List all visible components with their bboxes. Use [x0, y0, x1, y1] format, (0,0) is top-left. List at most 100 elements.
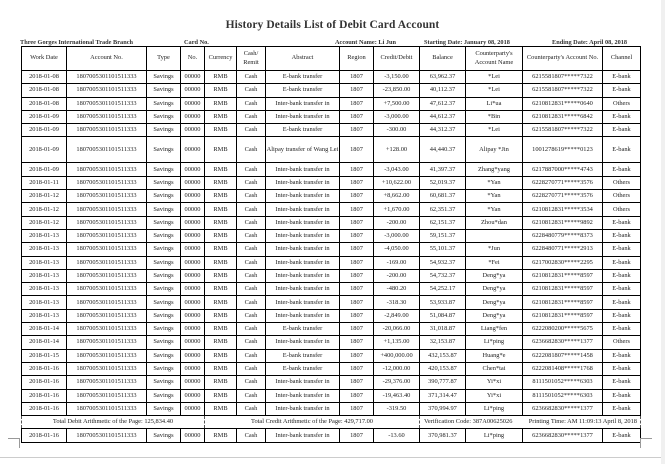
- cell-account-no: 1807005301101511333: [66, 109, 147, 125]
- cell-counterparty-name: Li*ua: [465, 96, 523, 111]
- cell-work-date: 2018-01-12: [21, 189, 67, 204]
- cell-abstract: Inter-bank transfer in: [265, 215, 340, 230]
- cell-work-date: 2018-01-09: [21, 162, 67, 177]
- cell-no: 00000: [180, 109, 205, 125]
- cell-balance: 63,962.37: [419, 69, 466, 85]
- cell-abstract: Inter-bank transfer in: [265, 109, 340, 125]
- cell-counterparty-name: Deng*ya: [465, 295, 523, 310]
- cell-credit-debit: -3,043.00: [373, 162, 420, 177]
- cell-cash-remit: Cash: [236, 388, 266, 403]
- cell-balance: 54,732.37: [419, 268, 466, 284]
- cell-balance: 52,019.37: [419, 175, 466, 191]
- cell-credit-debit: -12,000.00: [373, 361, 420, 377]
- cell-abstract: E-bank transfer: [265, 83, 340, 98]
- cell-cash-remit: Cash: [236, 123, 266, 138]
- cell-currency: RMB: [204, 189, 237, 204]
- page-edge: [0, 457, 665, 458]
- cell-counterparty-account: 6217887000*****4743: [522, 162, 603, 177]
- transactions-table: Work Date Account No. Type No. Currency Cash/…: [21, 46, 641, 443]
- cell-abstract: Inter-bank transfer in: [265, 189, 340, 204]
- table-row: 2018-01-13 1807005301101511333 Savings 0000…: [21, 282, 641, 297]
- cell-work-date: 2018-01-09: [21, 136, 67, 164]
- cell-work-date: 2018-01-15: [21, 348, 67, 363]
- cell-balance: 54,932.37: [419, 255, 466, 270]
- cell-account-no: 1807005301101511333: [66, 189, 147, 204]
- cell-cash-remit: Cash: [236, 428, 266, 443]
- table-row: 2018-01-13 1807005301101511333 Savings 0000…: [21, 242, 641, 257]
- printing-time: Printing Time: AM 11:09:13 April 8, 2018: [522, 415, 641, 430]
- cell-type: Savings: [146, 388, 181, 403]
- cell-credit-debit: -319.50: [373, 401, 420, 417]
- cell-currency: RMB: [204, 175, 237, 191]
- cell-counterparty-name: Alipay *Jin: [465, 136, 523, 164]
- cell-balance: 44,312.37: [419, 123, 466, 138]
- cell-no: 00000: [180, 322, 205, 337]
- cell-counterparty-account: 6210812831*****8597: [522, 308, 603, 324]
- cell-no: 00000: [180, 428, 205, 443]
- cell-region: 1807: [339, 162, 374, 177]
- cell-channel: E-bank: [602, 428, 641, 443]
- cell-type: Savings: [146, 123, 181, 138]
- cell-type: Savings: [146, 202, 181, 217]
- cell-counterparty-name: *Yan: [465, 175, 523, 191]
- cell-balance: 62,351.37: [419, 202, 466, 217]
- cell-no: 00000: [180, 308, 205, 324]
- cell-type: Savings: [146, 136, 181, 164]
- cell-region: 1807: [339, 361, 374, 377]
- cell-currency: RMB: [204, 255, 237, 270]
- cell-counterparty-account: 6210812831*****9892: [522, 215, 603, 230]
- cell-currency: RMB: [204, 69, 237, 85]
- cell-work-date: 2018-01-08: [21, 83, 67, 98]
- cell-no: 00000: [180, 295, 205, 310]
- cell-no: 00000: [180, 215, 205, 230]
- cell-counterparty-name: Liang*fen: [465, 322, 523, 337]
- cell-no: 00000: [180, 242, 205, 257]
- table-row: 2018-01-16 1807005301101511333 Savings 0000…: [21, 375, 641, 390]
- cell-cash-remit: Cash: [236, 255, 266, 270]
- cell-balance: 53,933.87: [419, 295, 466, 310]
- cell-channel: E-bank: [602, 109, 641, 125]
- cell-counterparty-name: *Bin: [465, 109, 523, 125]
- header-channel: Channel: [602, 46, 641, 71]
- cell-counterparty-account: 6236682830*****1377: [522, 401, 603, 417]
- cell-balance: 44,440.37: [419, 136, 466, 164]
- cell-work-date: 2018-01-13: [21, 282, 67, 297]
- cell-abstract: Inter-bank transfer in: [265, 255, 340, 270]
- cell-account-no: 1807005301101511333: [66, 361, 147, 377]
- cell-counterparty-account: 6228270771*****3576: [522, 175, 603, 191]
- cell-currency: RMB: [204, 202, 237, 217]
- cell-account-no: 1807005301101511333: [66, 255, 147, 270]
- cell-type: Savings: [146, 335, 181, 350]
- cell-cash-remit: Cash: [236, 348, 266, 363]
- cell-credit-debit: +400,000.00: [373, 348, 420, 363]
- cell-currency: RMB: [204, 388, 237, 403]
- cell-no: 00000: [180, 96, 205, 111]
- cell-abstract: Inter-bank transfer in: [265, 375, 340, 390]
- cell-counterparty-name: [465, 228, 523, 244]
- cell-abstract: Inter-bank transfer in: [265, 202, 340, 217]
- cell-no: 00000: [180, 136, 205, 164]
- cell-type: Savings: [146, 228, 181, 244]
- cell-work-date: 2018-01-16: [21, 388, 67, 403]
- cell-abstract: Inter-bank transfer in: [265, 335, 340, 350]
- ending-date: Ending Date: April 08, 2018: [552, 39, 628, 46]
- cell-type: Savings: [146, 175, 181, 191]
- cell-type: Savings: [146, 215, 181, 230]
- scrollbar[interactable]: [661, 0, 665, 464]
- cell-work-date: 2018-01-14: [21, 322, 67, 337]
- cell-credit-debit: -3,000.00: [373, 109, 420, 125]
- cell-currency: RMB: [204, 335, 237, 350]
- cell-work-date: 2018-01-13: [21, 295, 67, 310]
- table-row: 2018-01-09 1807005301101511333 Savings 0000…: [21, 162, 641, 177]
- cell-credit-debit: -3,000.00: [373, 228, 420, 244]
- cell-no: 00000: [180, 268, 205, 284]
- cell-no: 00000: [180, 361, 205, 377]
- cell-currency: RMB: [204, 136, 237, 164]
- cell-work-date: 2018-01-09: [21, 109, 67, 125]
- cell-account-no: 1807005301101511333: [66, 96, 147, 111]
- cell-region: 1807: [339, 242, 374, 257]
- header-currency: Currency: [204, 46, 237, 71]
- cell-cash-remit: Cash: [236, 375, 266, 390]
- header-balance: Balance: [419, 46, 466, 71]
- cell-region: 1807: [339, 255, 374, 270]
